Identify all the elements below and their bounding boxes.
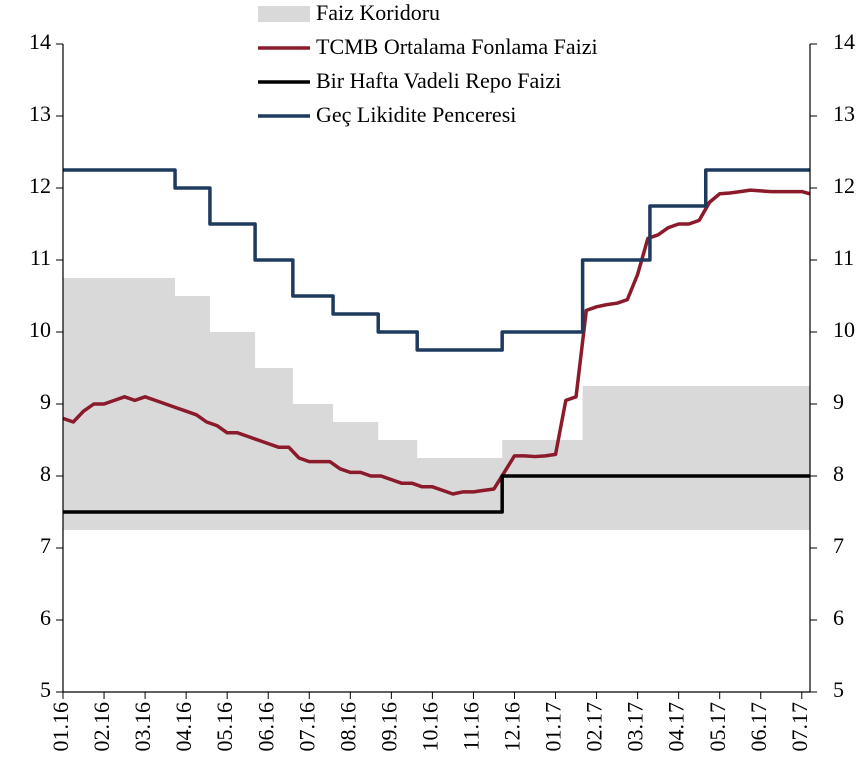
x-tick-label: 01.16 [48, 702, 73, 752]
y-tick-label: 13 [29, 101, 51, 126]
line [63, 474, 810, 514]
legend-label: Faiz Koridoru [316, 0, 440, 25]
x-tick-label: 01.17 [541, 702, 566, 752]
x-tick-label: 09.16 [376, 702, 401, 752]
y2-tick-label: 5 [833, 677, 844, 702]
y2-tick-label: 8 [833, 461, 844, 486]
x-tick-label: 03.16 [130, 702, 155, 752]
y2-tick-label: 6 [833, 605, 844, 630]
x-tick-label: 07.17 [787, 702, 812, 752]
x-tick-label: 07.16 [294, 702, 319, 752]
x-tick-label: 05.17 [705, 702, 730, 752]
x-tick-label: 08.16 [335, 702, 360, 752]
x-tick-label: 04.17 [664, 702, 689, 752]
y2-tick-label: 12 [833, 173, 855, 198]
y2-tick-label: 14 [833, 29, 855, 54]
x-tick-label: 02.17 [582, 702, 607, 752]
y-tick-label: 5 [40, 677, 51, 702]
y2-tick-label: 13 [833, 101, 855, 126]
corridor-band [63, 278, 810, 530]
y-tick-label: 6 [40, 605, 51, 630]
x-tick-label: 04.16 [171, 702, 196, 752]
x-tick-label: 11.16 [458, 702, 483, 751]
line [63, 168, 810, 352]
x-tick-label: 05.16 [212, 702, 237, 752]
x-tick-label: 06.17 [746, 702, 771, 752]
y2-tick-label: 7 [833, 533, 844, 558]
legend-swatch [258, 6, 310, 22]
y-tick-label: 14 [29, 29, 51, 54]
y-tick-label: 12 [29, 173, 51, 198]
y2-tick-label: 9 [833, 389, 844, 414]
x-tick-label: 03.17 [623, 702, 648, 752]
y-tick-label: 10 [29, 317, 51, 342]
y-tick-label: 8 [40, 461, 51, 486]
legend-label: Bir Hafta Vadeli Repo Faizi [316, 68, 561, 93]
y-tick-label: 11 [30, 245, 51, 270]
x-tick-label: 10.16 [417, 702, 442, 752]
y-tick-label: 7 [40, 533, 51, 558]
y2-tick-label: 11 [833, 245, 854, 270]
x-tick-label: 12.16 [500, 702, 525, 752]
legend-label: Geç Likidite Penceresi [316, 102, 516, 127]
legend-label: TCMB Ortalama Fonlama Faizi [316, 34, 598, 59]
y2-tick-label: 10 [833, 317, 855, 342]
x-tick-label: 02.16 [89, 702, 114, 752]
x-tick-label: 06.16 [253, 702, 278, 752]
line [62, 188, 811, 496]
y-tick-label: 9 [40, 389, 51, 414]
